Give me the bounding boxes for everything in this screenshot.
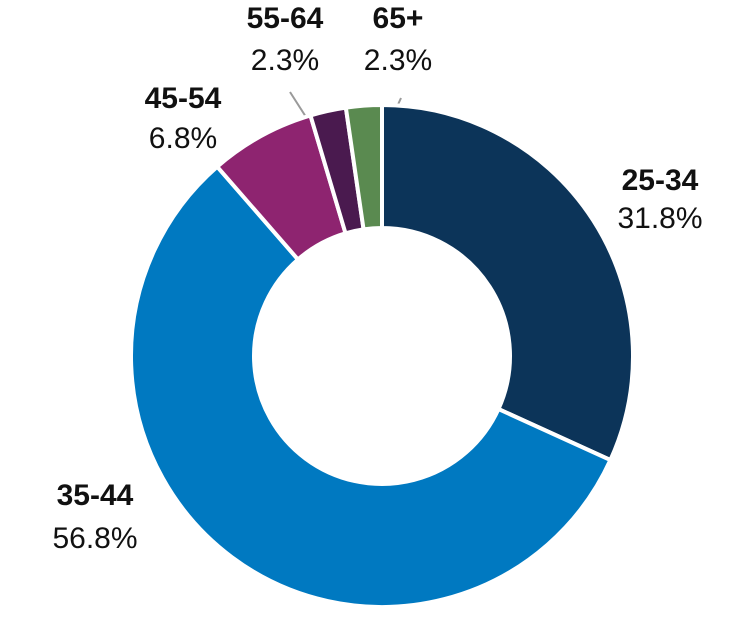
category-label: 65+ xyxy=(373,2,424,35)
category-label: 35-44 xyxy=(57,479,134,512)
value-label: 2.3% xyxy=(251,44,319,77)
category-label: 25-34 xyxy=(622,164,699,197)
category-label: 45-54 xyxy=(145,82,222,115)
value-label: 6.8% xyxy=(149,122,217,155)
donut-segment xyxy=(380,102,635,463)
value-label: 31.8% xyxy=(617,202,702,235)
category-label: 55-64 xyxy=(247,2,324,35)
donut-segment xyxy=(343,102,384,232)
value-label: 2.3% xyxy=(364,44,432,77)
value-label: 56.8% xyxy=(52,522,137,555)
donut-segment xyxy=(129,163,614,609)
